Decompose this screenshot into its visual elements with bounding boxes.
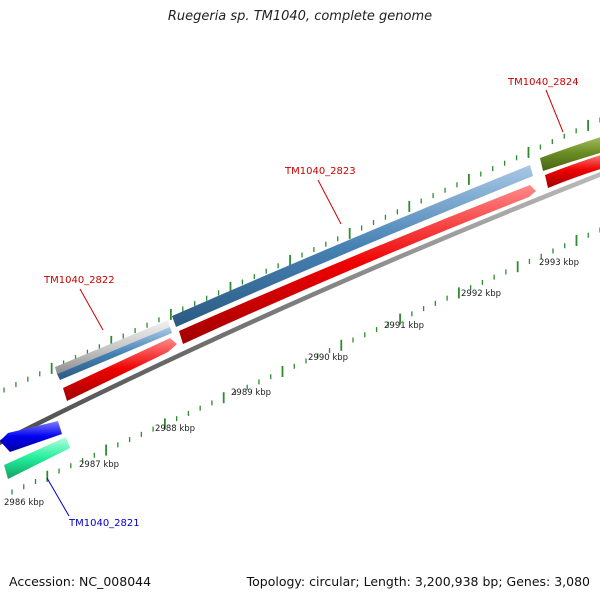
gene-callouts (46, 89, 564, 517)
scale-label-2992: 2992 kbp (461, 289, 501, 299)
feature-tm1040-2821-upper[interactable] (0, 421, 62, 452)
genome-backbone (0, 171, 600, 445)
scale-label-2988: 2988 kbp (155, 424, 195, 434)
reverse-strand-features (4, 152, 600, 479)
scale-label-2989: 2989 kbp (231, 388, 271, 398)
callout-tm1040-2824 (545, 89, 564, 133)
scale-labels: 2986 kbp 2987 kbp 2988 kbp 2989 kbp 2990… (4, 258, 579, 508)
feature-tm1040-2823-steel[interactable] (172, 165, 533, 327)
callout-tm1040-2823 (317, 179, 342, 225)
scale-label-2987: 2987 kbp (79, 460, 119, 470)
gene-label-tm1040-2824[interactable]: TM1040_2824 (507, 77, 579, 88)
callout-tm1040-2822 (79, 288, 104, 331)
gene-label-tm1040-2823[interactable]: TM1040_2823 (284, 166, 356, 177)
forward-strand-features (0, 134, 600, 452)
map-title: Ruegeria sp. TM1040, complete genome (167, 9, 433, 24)
feature-tm1040-2824-olive[interactable] (540, 134, 600, 171)
accession-text: Accession: NC_008044 (9, 574, 152, 589)
scale-label-2993: 2993 kbp (539, 258, 579, 268)
feature-tm1040-2821-lower[interactable] (4, 437, 70, 479)
inner-tick-ring (11, 227, 600, 495)
feature-tm1040-2822-steel[interactable] (57, 327, 172, 380)
outer-tick-ring (3, 117, 600, 393)
gene-label-tm1040-2821[interactable]: TM1040_2821 (68, 518, 140, 529)
gene-label-tm1040-2822[interactable]: TM1040_2822 (43, 275, 115, 286)
genome-summary-text: Topology: circular; Length: 3,200,938 bp… (246, 574, 590, 589)
scale-label-2986: 2986 kbp (4, 498, 44, 508)
feature-tm1040-2822-red[interactable] (63, 338, 177, 401)
scale-label-2991: 2991 kbp (384, 321, 424, 331)
feature-tm1040-2824-red[interactable] (545, 152, 600, 188)
callout-tm1040-2821 (46, 477, 70, 517)
feature-tm1040-2822-grey[interactable] (55, 320, 170, 374)
feature-tm1040-2823-red[interactable] (179, 185, 536, 344)
gene-labels: TM1040_2821 TM1040_2822 TM1040_2823 TM10… (43, 77, 579, 529)
scale-label-2990: 2990 kbp (308, 353, 348, 363)
